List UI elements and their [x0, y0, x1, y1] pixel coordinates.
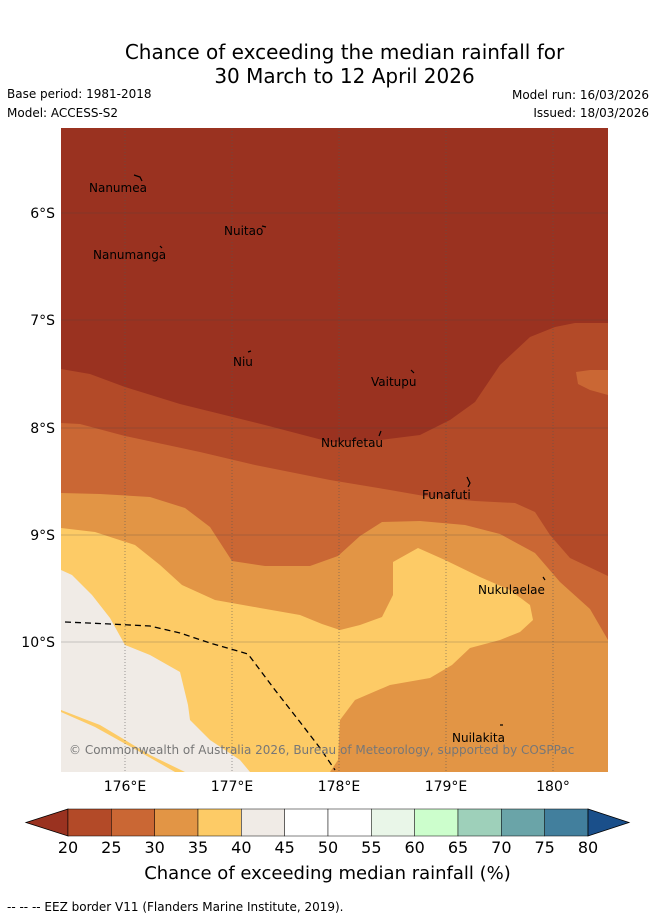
map-fill: [61, 128, 608, 772]
place-funafuti: Funafuti: [422, 488, 471, 502]
colorbar-tick-label: 65: [448, 838, 468, 857]
place-vaitupu: Vaitupu: [371, 375, 417, 389]
colorbar-under-arrow: [24, 808, 69, 837]
title-line-2: 30 March to 12 April 2026: [214, 64, 475, 88]
colorbar-tick-label: 20: [58, 838, 78, 857]
issued-date: Issued: 18/03/2026: [533, 106, 649, 120]
colorbar-segment: [197, 808, 242, 837]
colorbar-tick-label: 45: [274, 838, 294, 857]
lon-label-179e: 179°E: [425, 779, 468, 795]
band-45-50-corner: [61, 712, 175, 772]
place-nukufetau: Nukufetau: [321, 436, 383, 450]
colorbar-label: Chance of exceeding median rainfall (%): [144, 863, 511, 884]
colorbar-tick-label: 55: [361, 838, 381, 857]
model-run: Model run: 16/03/2026: [511, 88, 649, 102]
band-45-50: [61, 570, 250, 772]
lon-label-180: 180°: [536, 779, 570, 795]
colorbar-segment: [111, 808, 155, 837]
gridlines: [124, 128, 554, 772]
eez-footnote: -- -- -- EEZ border V11 (Flanders Marine…: [7, 900, 344, 914]
colorbar-segment: [241, 808, 285, 837]
lat-label-9s: 9°S: [30, 528, 55, 544]
colorbar-tick-label: 60: [404, 838, 424, 857]
latitude-lines: [61, 212, 608, 643]
island-shapes: [133, 174, 546, 726]
colorbar-segment: [327, 808, 372, 837]
place-nuitao: Nuitao: [224, 224, 263, 238]
colorbar-tick-label: 40: [231, 838, 251, 857]
colorbar-segment: [284, 808, 329, 837]
place-nanumea: Nanumea: [89, 181, 147, 195]
model-name: Model: ACCESS-S2: [7, 106, 119, 120]
colorbar-tick-label: 30: [144, 838, 164, 857]
colorbar-segment: [67, 808, 112, 837]
colorbar-over-arrow: [587, 808, 631, 837]
lat-label-7s: 7°S: [30, 313, 55, 329]
place-nuilakita: Nuilakita: [452, 731, 505, 745]
place-nanumanga: Nanumanga: [93, 248, 166, 262]
band-30-35-patch: [576, 370, 608, 395]
colorbar-tick-label: 75: [534, 838, 554, 857]
colorbar-segment: [457, 808, 502, 837]
lat-label-10s: 10°S: [21, 635, 55, 651]
colorbar-segment: [544, 808, 589, 837]
title-line-1: Chance of exceeding the median rainfall …: [124, 40, 565, 64]
colorbar: 20 25 30 35 40 45 50 55 60 65 70 75 80: [24, 808, 631, 857]
base-period: Base period: 1981-2018: [7, 87, 152, 101]
copyright-text: © Commonwealth of Australia 2026, Bureau…: [69, 743, 575, 757]
colorbar-tick-label: 50: [318, 838, 338, 857]
lat-label-6s: 6°S: [30, 206, 55, 222]
colorbar-segment: [414, 808, 459, 837]
colorbar-segment: [154, 808, 199, 837]
colorbar-segment: [501, 808, 545, 837]
lon-label-177e: 177°E: [211, 779, 254, 795]
colorbar-segment: [371, 808, 415, 837]
lat-label-8s: 8°S: [30, 421, 55, 437]
place-niu: Niu: [233, 355, 253, 369]
colorbar-tick-label: 80: [578, 838, 598, 857]
eez-border: [64, 621, 336, 771]
colorbar-tick-label: 25: [101, 838, 121, 857]
colorbar-tick-label: 35: [188, 838, 208, 857]
lon-label-176e: 176°E: [104, 779, 147, 795]
colorbar-tick-label: 70: [491, 838, 511, 857]
place-nukulaelae: Nukulaelae: [478, 583, 545, 597]
lon-label-178e: 178°E: [318, 779, 361, 795]
map-title: Chance of exceeding the median rainfall …: [0, 40, 655, 88]
